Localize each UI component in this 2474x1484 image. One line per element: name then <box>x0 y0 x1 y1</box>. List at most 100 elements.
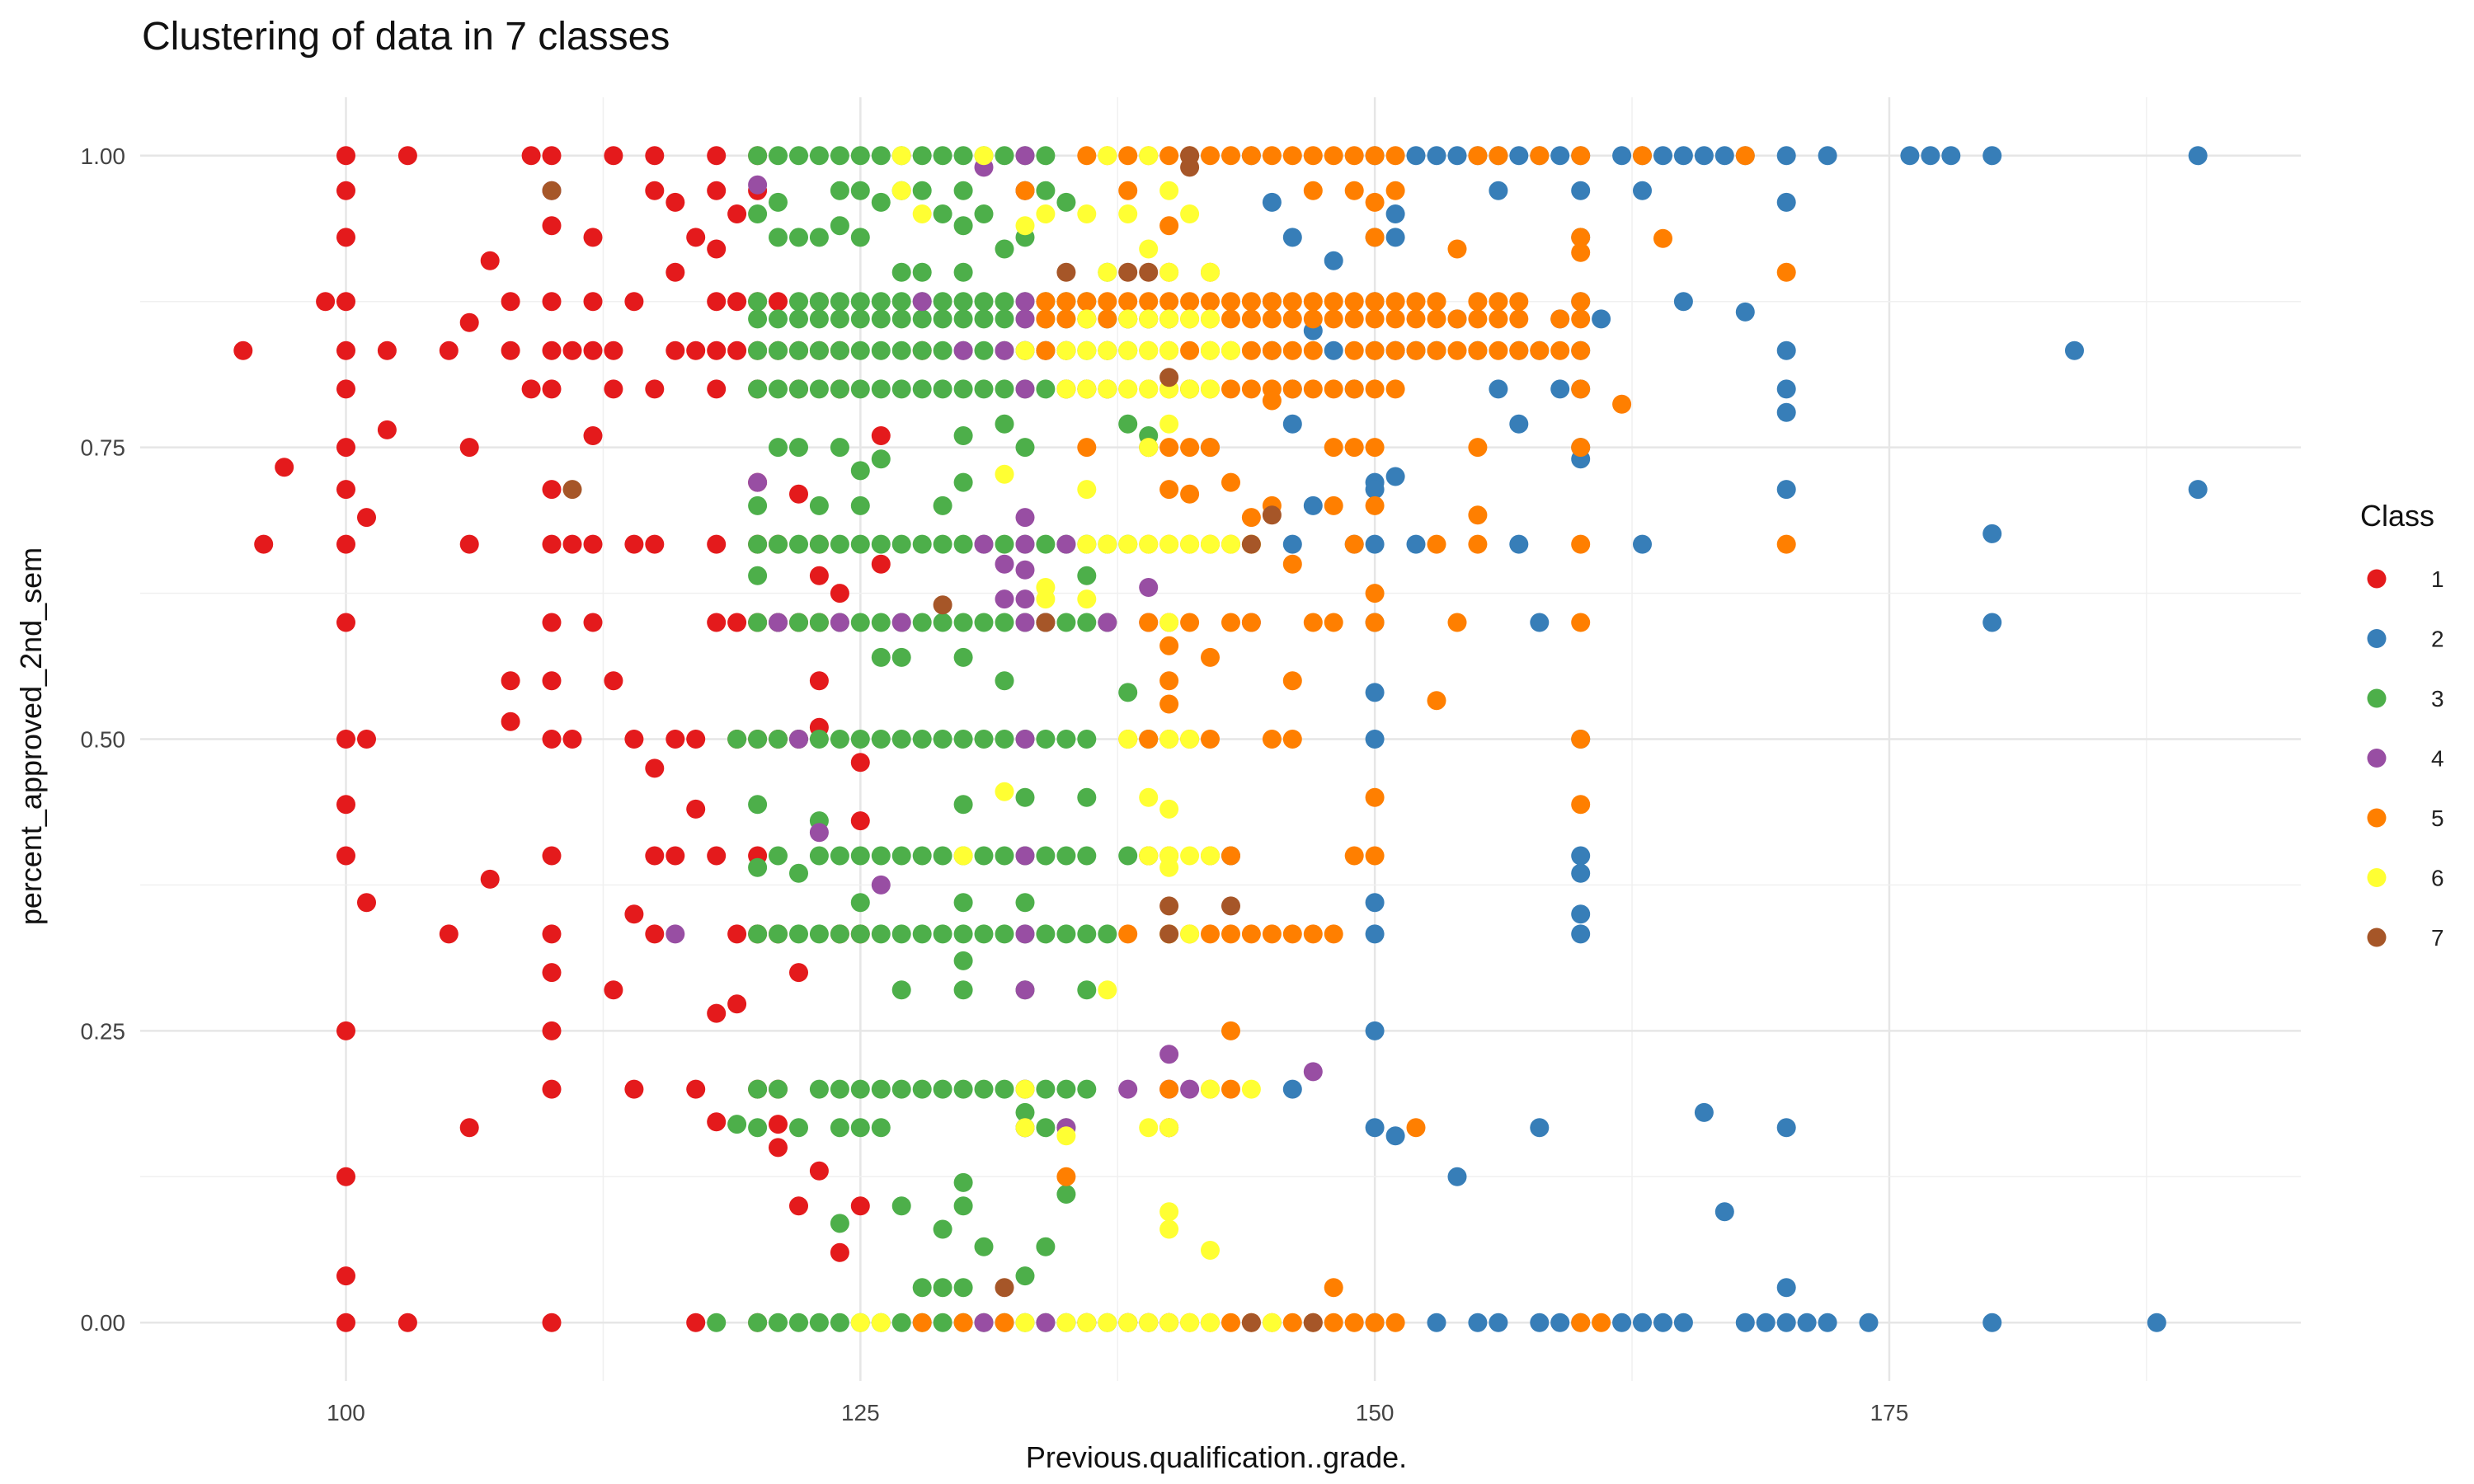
data-point <box>769 292 788 312</box>
data-point <box>1653 228 1672 248</box>
data-point <box>1139 1118 1159 1138</box>
data-point <box>1756 1313 1776 1332</box>
data-point <box>809 730 829 749</box>
data-point <box>1365 534 1385 554</box>
data-point <box>1077 846 1097 866</box>
data-point <box>1900 146 1920 166</box>
data-point <box>1159 368 1179 387</box>
data-point <box>1365 379 1385 399</box>
data-point <box>1571 924 1591 944</box>
data-point <box>1201 438 1220 458</box>
data-point <box>1241 292 1261 312</box>
data-point <box>1036 924 1056 944</box>
data-point <box>891 146 911 166</box>
data-point <box>1056 340 1076 360</box>
data-point <box>521 146 541 166</box>
data-point <box>357 508 376 528</box>
y-tick-label: 0.75 <box>81 435 126 461</box>
data-point <box>769 192 788 212</box>
data-point <box>645 534 665 554</box>
data-point <box>830 1313 849 1332</box>
data-point <box>933 1219 952 1239</box>
data-point <box>1776 262 1796 282</box>
data-point <box>809 495 829 515</box>
data-point <box>2147 1313 2166 1332</box>
data-point <box>1159 613 1179 632</box>
data-point <box>645 846 665 866</box>
data-point <box>1324 251 1343 270</box>
data-point <box>809 671 829 691</box>
data-point <box>850 893 870 913</box>
data-point <box>1180 1313 1200 1332</box>
data-point <box>850 811 870 831</box>
data-point <box>1201 924 1220 944</box>
data-point <box>1015 613 1035 632</box>
data-point <box>912 534 932 554</box>
data-point <box>1077 438 1097 458</box>
data-point <box>1489 146 1508 166</box>
data-point <box>1365 730 1385 749</box>
data-point <box>254 534 274 554</box>
data-point <box>336 1266 355 1286</box>
data-point <box>1571 340 1591 360</box>
data-point <box>1221 846 1240 866</box>
data-point <box>233 340 253 360</box>
data-point <box>953 472 973 492</box>
data-point <box>809 846 829 866</box>
data-point <box>953 1079 973 1099</box>
data-point <box>1324 146 1343 166</box>
data-point <box>1036 181 1056 200</box>
data-point <box>542 671 562 691</box>
data-point <box>1303 181 1323 200</box>
data-point <box>891 340 911 360</box>
data-point <box>1735 146 1755 166</box>
data-point <box>912 292 932 312</box>
data-point <box>624 904 644 924</box>
data-point <box>1118 846 1138 866</box>
data-point <box>1221 896 1240 916</box>
data-point <box>995 589 1014 609</box>
data-point <box>1262 192 1282 212</box>
data-point <box>789 484 808 504</box>
data-point <box>850 846 870 866</box>
data-point <box>1056 924 1076 944</box>
data-point <box>1776 146 1796 166</box>
data-point <box>953 426 973 445</box>
data-point <box>1303 309 1323 329</box>
data-point <box>1571 863 1591 883</box>
data-point <box>1077 589 1097 609</box>
data-point <box>748 379 768 399</box>
data-point <box>1221 292 1240 312</box>
data-point <box>748 175 768 195</box>
data-point <box>1159 1079 1179 1099</box>
data-point <box>1571 292 1591 312</box>
data-point <box>1015 846 1035 866</box>
data-point <box>686 228 706 247</box>
data-point <box>748 292 768 312</box>
data-point <box>542 146 562 166</box>
series-class-6 <box>850 146 1282 1332</box>
data-point <box>1282 1313 1302 1332</box>
data-point <box>891 1196 911 1216</box>
data-point <box>1262 292 1282 312</box>
data-point <box>377 420 397 439</box>
data-point <box>1056 1313 1076 1332</box>
y-tick-label: 0.50 <box>81 727 126 753</box>
data-point <box>1159 1045 1179 1064</box>
data-point <box>1303 1313 1323 1332</box>
data-point <box>1324 495 1343 515</box>
data-point <box>1118 379 1138 399</box>
data-point <box>789 730 808 749</box>
data-point <box>1036 589 1056 609</box>
data-point <box>1776 379 1796 399</box>
data-point <box>1036 309 1056 329</box>
data-point <box>1282 146 1302 166</box>
data-point <box>1139 846 1159 866</box>
data-point <box>1653 146 1672 166</box>
data-point <box>789 438 808 458</box>
data-point <box>583 292 603 312</box>
data-point <box>1180 157 1200 177</box>
data-point <box>1077 340 1097 360</box>
data-point <box>604 671 623 691</box>
data-point <box>707 1003 727 1023</box>
